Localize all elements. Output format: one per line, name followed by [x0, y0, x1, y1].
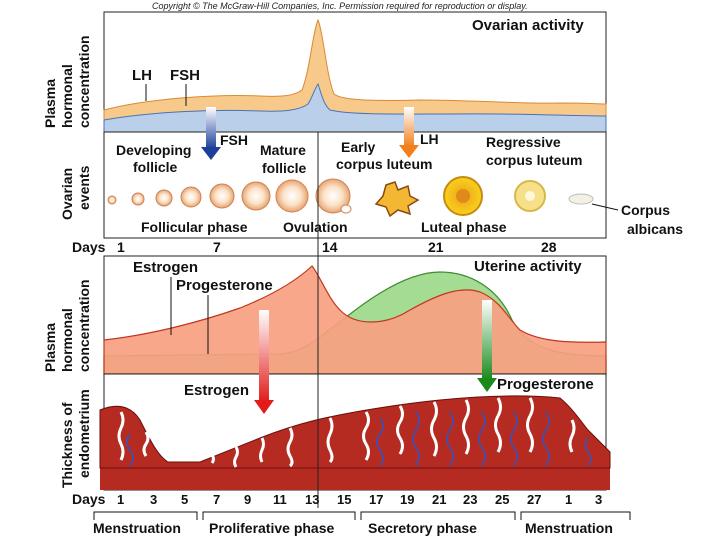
progesterone-arrow-label: Progesterone: [497, 376, 594, 393]
estrogen-arrow: [254, 310, 274, 414]
day-tick-bottom: 21: [432, 492, 446, 507]
day-tick-bottom: 11: [273, 492, 287, 507]
luteal-phase-label: Luteal phase: [421, 219, 507, 235]
mid-corpus-luteum-core: [456, 189, 470, 203]
ovarian-y-label: Plasma: [42, 79, 58, 128]
day-tick-bottom: 1: [117, 492, 124, 507]
spiral-arteries: [126, 411, 592, 467]
days-axis-top: Days 1 7 14 21 28: [72, 239, 557, 255]
follicle-1: [107, 195, 117, 205]
day-tick-bottom: 7: [213, 492, 220, 507]
days-axis-bottom: Days 1 3 5 7 9 11 13 15 17 19 21 23 25 2…: [72, 491, 602, 507]
follicle-6: [241, 181, 271, 211]
uterine-activity-title: Uterine activity: [474, 258, 582, 275]
corpus-albicans-label: Corpus albicans: [621, 202, 683, 237]
fsh-arrow: [201, 107, 221, 160]
estrogen-curve-label: Estrogen: [133, 259, 198, 276]
corpus-luteum-stages: [374, 176, 619, 218]
follicular-phase-label: Follicular phase: [141, 219, 248, 235]
uterine-hormone-panel: Uterine activity Estrogen Progesterone: [103, 255, 607, 375]
menstruation-phase-label-1: Menstruation: [93, 520, 181, 536]
day-tick-bottom: 27: [527, 492, 541, 507]
ovulated-oocyte: [340, 204, 352, 214]
ovarian-events-y-label: Ovarian: [59, 168, 75, 220]
endometrium-y-label-2: endometrium: [76, 389, 92, 478]
day-tick-top-28: 28: [541, 239, 557, 255]
days-label-bottom: Days: [72, 491, 106, 507]
progesterone-curve-label: Progesterone: [176, 277, 273, 294]
endometrium-y-label: Thickness of: [59, 402, 75, 488]
days-label-top: Days: [72, 239, 106, 255]
fsh-curve: [103, 82, 607, 133]
fsh-arrow-label: FSH: [220, 132, 248, 148]
uterine-y-label: Plasma: [42, 323, 58, 372]
day-tick-bottom: 1: [565, 492, 572, 507]
follicle-3: [155, 189, 173, 207]
day-tick-bottom: 9: [244, 492, 251, 507]
uterine-glands: [117, 397, 576, 468]
ovarian-y-label-2: hormonal: [59, 64, 75, 128]
estrogen-curve: [103, 265, 607, 375]
day-tick-top-14: 14: [322, 239, 338, 255]
ovulation-label: Ovulation: [283, 219, 348, 235]
progesterone-arrow: [477, 300, 497, 392]
corpus-albicans-pointer: [591, 203, 619, 211]
day-tick-bottom: 23: [463, 492, 477, 507]
uterine-y-label-3: concentration: [76, 279, 92, 372]
proliferative-phase-label: Proliferative phase: [209, 520, 334, 536]
follicle-2: [131, 192, 145, 206]
corpus-albicans-shape: [568, 193, 594, 205]
early-corpus-luteum: [374, 181, 420, 218]
ovarian-events-panel: Developing follicle Mature follicle Earl…: [103, 131, 619, 239]
regressive-corpus-luteum-label: Regressive corpus luteum: [486, 134, 582, 168]
ovarian-events-y-label-2: events: [76, 165, 92, 210]
follicle-4: [180, 186, 202, 208]
estrogen-arrow-label: Estrogen: [184, 382, 249, 399]
lh-curve: [103, 18, 607, 133]
copyright-note: Copyright © The McGraw-Hill Companies, I…: [152, 1, 528, 11]
uterine-y-label-2: hormonal: [59, 308, 75, 372]
ovarian-y-label-3: concentration: [76, 35, 92, 128]
secretory-phase-label: Secretory phase: [368, 520, 477, 536]
regressive-corpus-luteum-core: [525, 191, 535, 201]
follicle-ovulating: [315, 178, 351, 214]
day-tick-top-21: 21: [428, 239, 444, 255]
day-tick-bottom: 25: [495, 492, 509, 507]
developing-follicle-label: Developing follicle: [116, 142, 195, 175]
follicle-5: [209, 183, 235, 209]
ovarian-activity-title: Ovarian activity: [472, 17, 584, 34]
follicle-stages: [107, 178, 352, 214]
day-tick-bottom: 13: [305, 492, 319, 507]
day-tick-bottom: 15: [337, 492, 351, 507]
mature-follicle-label: Mature follicle: [260, 142, 310, 176]
lh-arrow-label: LH: [420, 131, 439, 147]
lh-arrow: [399, 107, 419, 158]
fsh-curve-label: FSH: [170, 67, 200, 84]
day-tick-top-1: 1: [117, 239, 125, 255]
day-tick-bottom: 3: [150, 492, 157, 507]
endometrium-basal-layer: [100, 468, 610, 490]
lh-curve-label: LH: [132, 67, 152, 84]
day-tick-bottom: 3: [595, 492, 602, 507]
menstruation-phase-label-2: Menstruation: [525, 520, 613, 536]
follicle-7: [275, 179, 309, 213]
ovarian-hormone-panel: Ovarian activity LH FSH: [103, 11, 607, 133]
day-tick-bottom: 5: [181, 492, 188, 507]
endometrium-panel: [99, 373, 611, 491]
phase-brackets: [93, 511, 631, 520]
day-tick-top-7: 7: [213, 239, 221, 255]
day-tick-bottom: 19: [400, 492, 414, 507]
early-corpus-luteum-label: Early corpus luteum: [336, 139, 432, 172]
day-tick-bottom: 17: [369, 492, 383, 507]
